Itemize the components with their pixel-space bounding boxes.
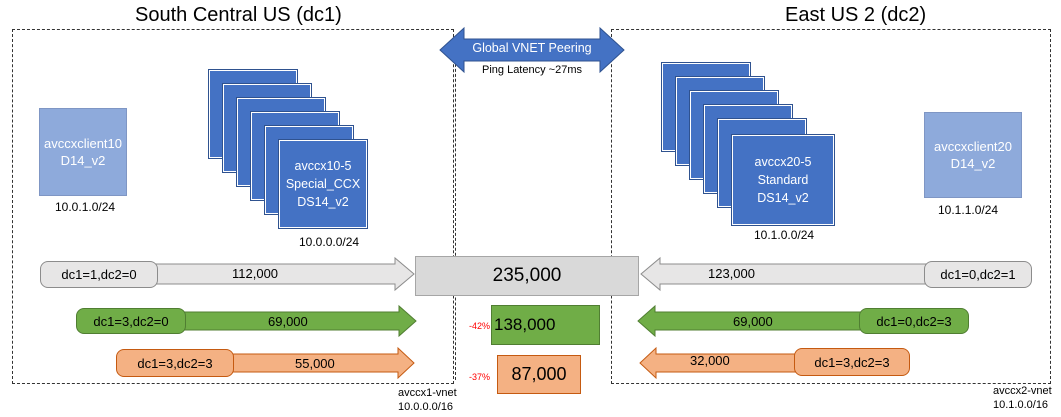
peering-arrow (439, 26, 625, 74)
dc2-cluster-subnet: 10.1.0.0/24 (754, 228, 815, 242)
dc1-client-size: D14_v2 (60, 153, 106, 168)
row3-right-arrow (639, 346, 821, 380)
dc2-client-name: avccxclient20 (933, 139, 1013, 154)
dc2-client-vm: avccxclient20 D14_v2 (924, 112, 1022, 198)
dc2-cluster-type: Standard (757, 173, 809, 187)
dc2-cluster-size: DS14_v2 (757, 191, 809, 205)
row3-left-config: dc1=3,dc2=3 (116, 349, 234, 377)
row2-right-config: dc1=0,dc2=3 (859, 308, 969, 334)
dc2-title: East US 2 (dc2) (785, 4, 927, 26)
row2-left-config: dc1=3,dc2=0 (76, 308, 186, 334)
row1-right-config: dc1=0,dc2=1 (924, 261, 1032, 288)
dc2-client-subnet: 10.1.1.0/24 (938, 203, 999, 217)
row1-left-config: dc1=1,dc2=0 (40, 261, 158, 288)
row1-left-value: 112,000 (232, 266, 279, 281)
dc1-client-vm: avccxclient10 D14_v2 (39, 108, 127, 196)
row3-change: -37% (469, 372, 491, 382)
center-divider (455, 44, 456, 380)
peering-label: Global VNET Peering (472, 41, 592, 55)
row3-right-config: dc1=3,dc2=3 (794, 348, 910, 376)
row1-right-value: 123,000 (708, 266, 755, 281)
dc1-cluster-size: DS14_v2 (297, 195, 349, 209)
row3-right-value: 32,000 (690, 353, 730, 368)
row2-right-value: 69,000 (733, 314, 773, 329)
dc2-vnet-cidr: 10.1.0.0/16 (993, 399, 1049, 411)
row2-left-arrow (149, 304, 417, 338)
dc1-vnet-cidr: 10.0.0.0/16 (398, 401, 454, 413)
row2-total: 138,000 (491, 305, 600, 345)
dc1-cluster-node: avccx10-5 Special_CCX DS14_v2 (279, 140, 367, 228)
row2-left-value: 69,000 (268, 314, 308, 329)
dc2-vnet-name: avccx2-vnet (993, 385, 1052, 397)
dc1-vnet-boundary (12, 29, 454, 384)
dc2-cluster-name: avccx20-5 (754, 155, 812, 169)
dc1-title: South Central US (dc1) (135, 4, 342, 26)
row2-change: -42% (469, 321, 491, 331)
dc2-vnet-boundary (611, 29, 1051, 384)
dc2-client-size: D14_v2 (950, 156, 996, 171)
row3-total: 87,000 (497, 355, 581, 394)
dc1-client-subnet: 10.0.1.0/24 (55, 200, 116, 214)
dc1-cluster-name: avccx10-5 (294, 159, 352, 173)
dc1-client-name: avccxclient10 (43, 136, 123, 151)
row1-total: 235,000 (415, 256, 639, 296)
row2-right-arrow (637, 304, 881, 338)
dc1-cluster-type: Special_CCX (285, 177, 361, 191)
row3-left-value: 55,000 (295, 356, 335, 371)
peering-latency: Ping Latency ~27ms (482, 64, 582, 76)
dc2-cluster-node: avccx20-5 Standard DS14_v2 (732, 135, 834, 225)
dc1-cluster-subnet: 10.0.0.0/24 (299, 235, 360, 249)
dc1-vnet-name: avccx1-vnet (398, 387, 457, 399)
